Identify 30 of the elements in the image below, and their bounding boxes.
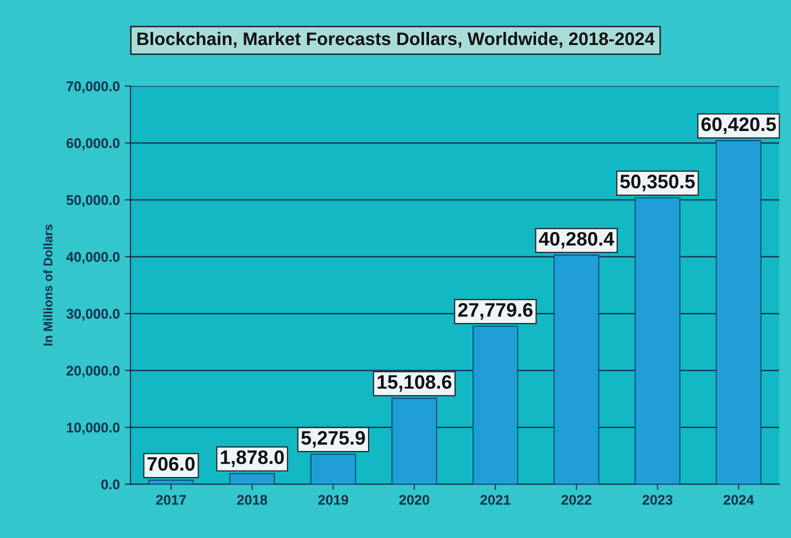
- x-tick-label: 2017: [156, 494, 186, 505]
- data-label: 5,275.9: [301, 431, 365, 448]
- x-tick-label: 2024: [724, 494, 754, 505]
- y-tick-label: 70,000.0: [66, 81, 120, 94]
- x-tick-label: 2021: [480, 494, 510, 505]
- bar: [554, 254, 600, 484]
- bar: [229, 472, 275, 484]
- y-tick-label: 60,000.0: [66, 138, 120, 150]
- y-tick-label: 40,000.0: [66, 252, 120, 264]
- data-label: 27,779.6: [458, 303, 533, 320]
- x-tick-label: 2018: [237, 494, 268, 505]
- x-tick-label: 2020: [399, 494, 430, 505]
- data-label: 1,878.0: [220, 450, 284, 467]
- data-label: 40,280.4: [538, 232, 614, 249]
- x-tick-label: 2019: [318, 494, 348, 505]
- data-label: 60,420.5: [701, 117, 776, 134]
- y-tick-label: 20,000.0: [66, 366, 120, 378]
- y-tick-label: 10,000.0: [66, 422, 120, 435]
- data-label: 50,350.5: [620, 174, 695, 192]
- y-tick-label: 30,000.0: [66, 308, 120, 321]
- data-label: 706.0: [148, 457, 195, 471]
- y-axis-title: In Millions of Dollars: [43, 224, 52, 346]
- chart-title: Blockchain, Market Forecasts Dollars, Worldwide, 2018-2024: [137, 32, 655, 48]
- y-tick-label: 50,000.0: [66, 195, 120, 208]
- data-label: 15,108.6: [378, 375, 452, 392]
- x-tick-label: 2023: [642, 494, 672, 505]
- y-tick-label: 0.0: [101, 480, 120, 490]
- bar: [148, 480, 194, 484]
- x-tick-label: 2022: [561, 494, 592, 505]
- bar: [716, 140, 762, 484]
